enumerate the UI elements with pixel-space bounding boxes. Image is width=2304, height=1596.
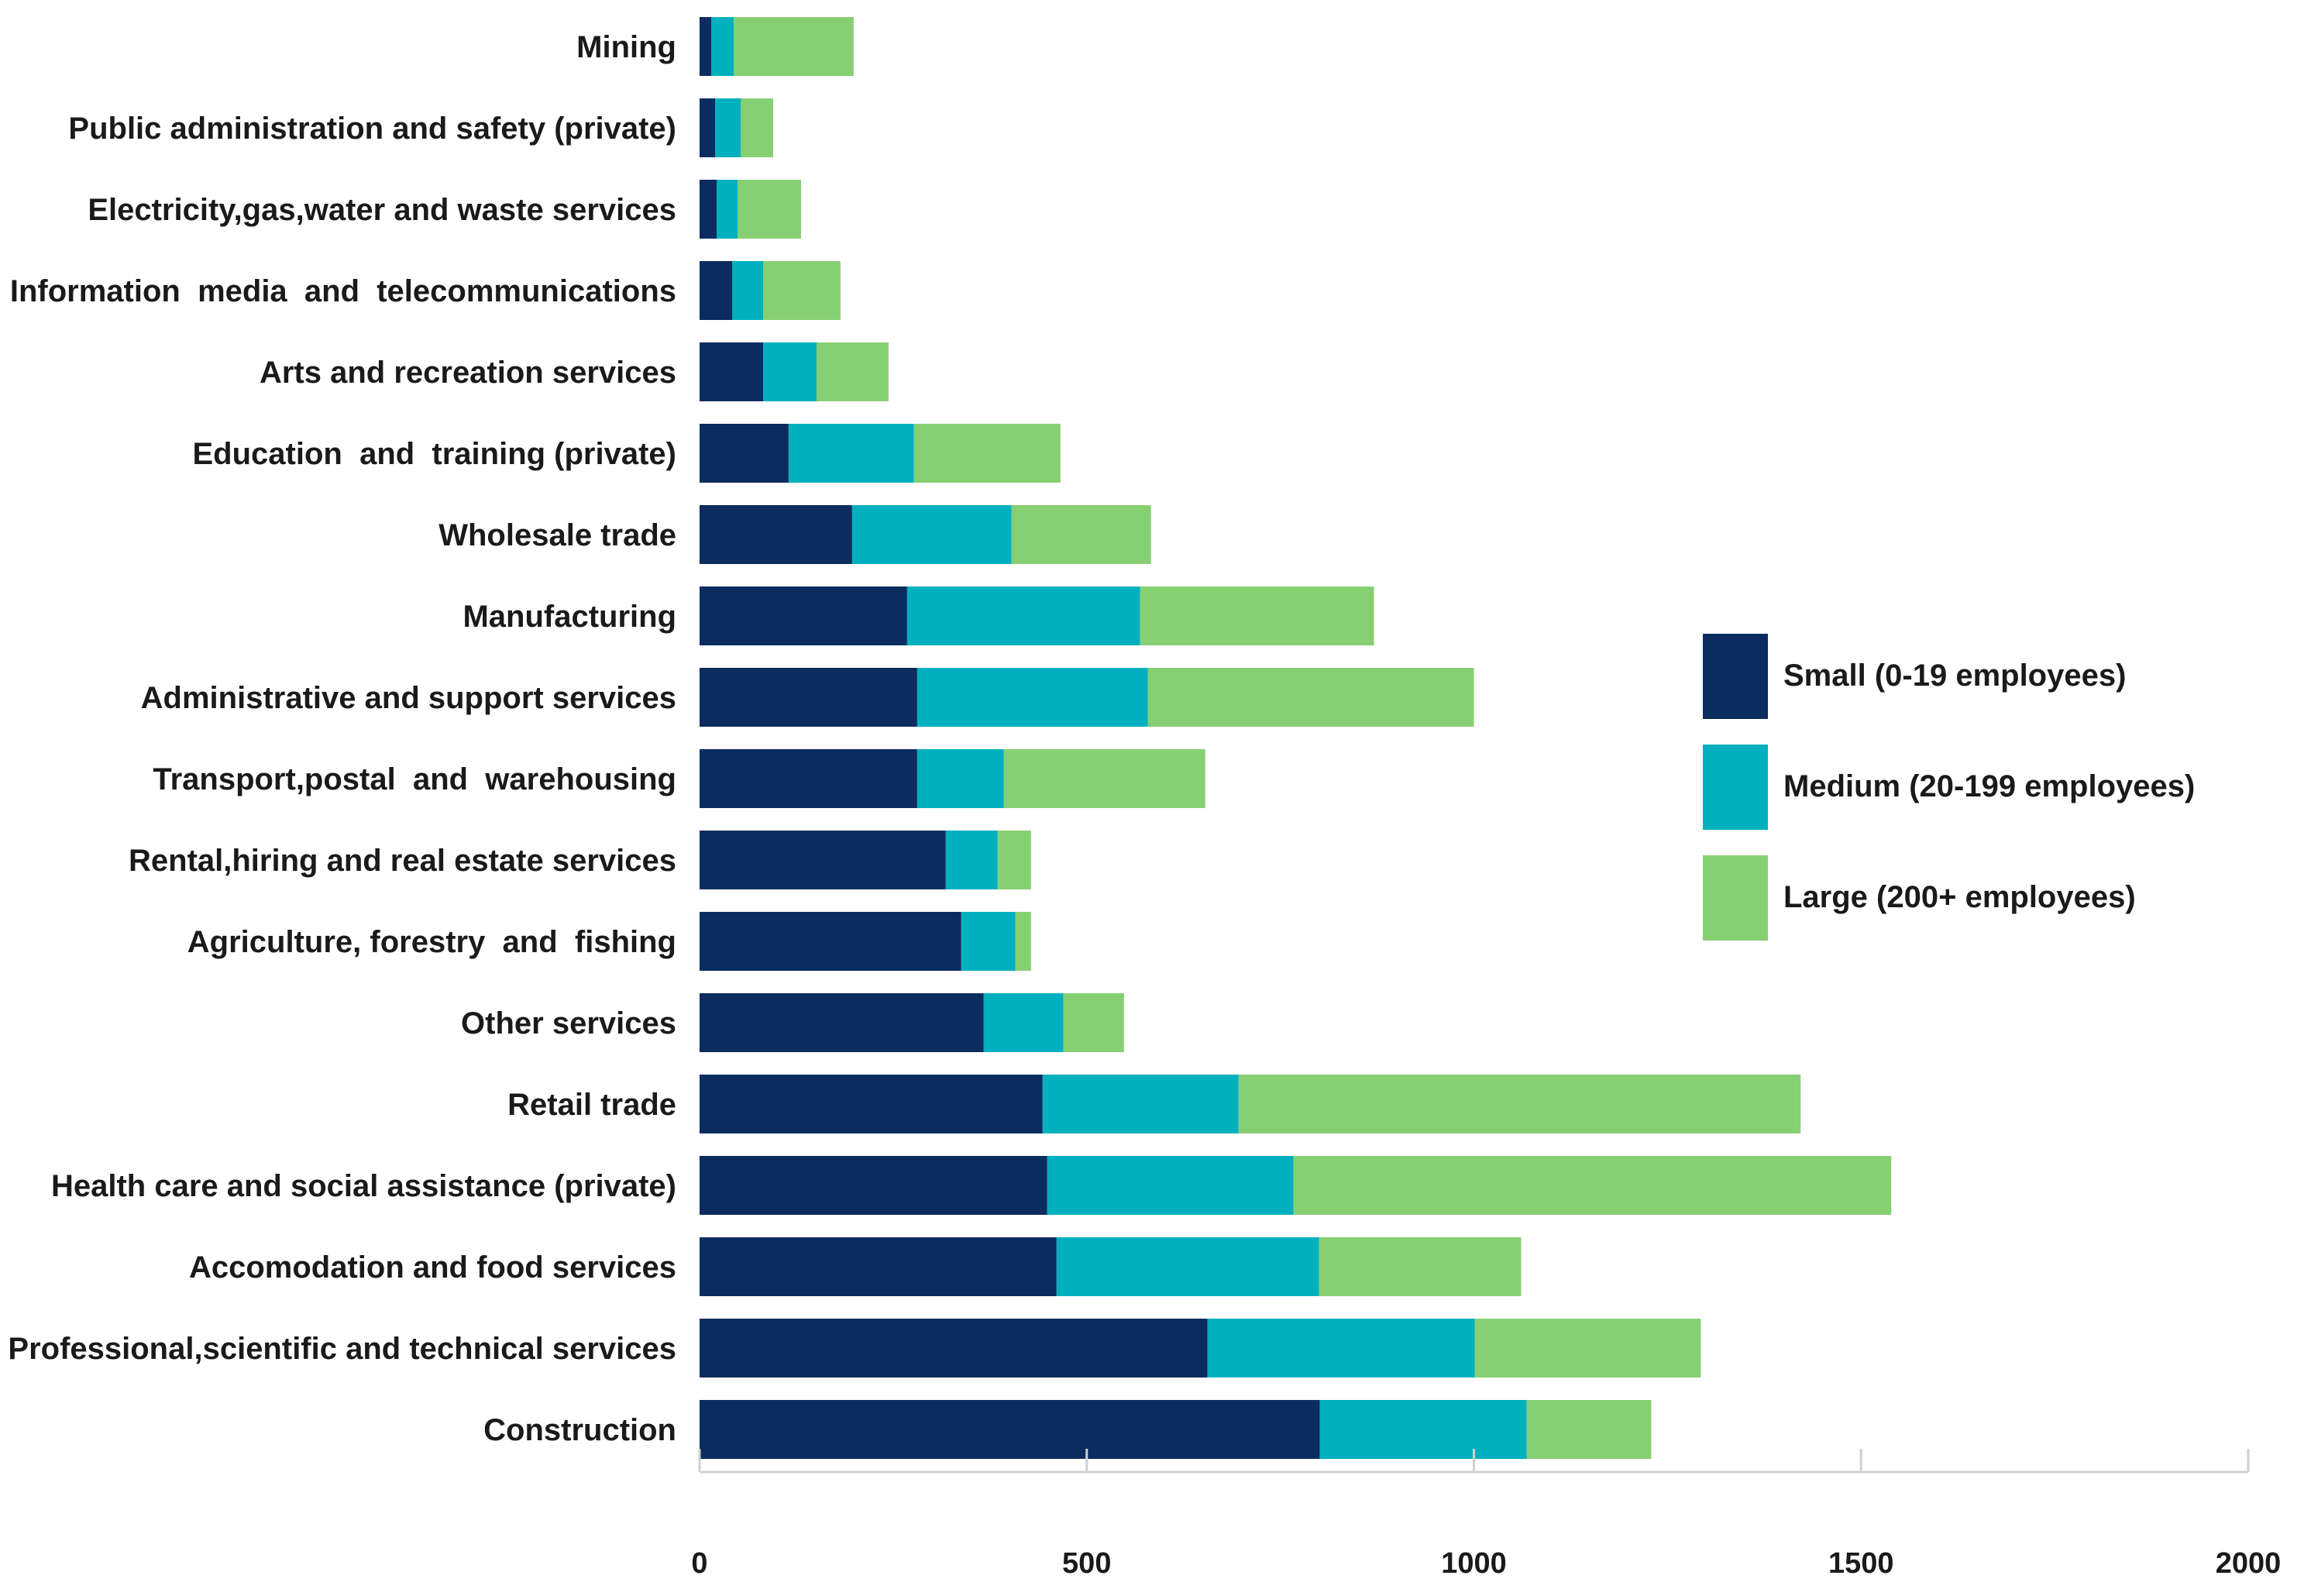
bar-health-care-and-social-assistance-private-large — [1293, 1156, 1892, 1215]
bar-wholesale-trade-medium — [851, 505, 1012, 564]
bar-transport-postal-and-warehousing-medium — [916, 749, 1004, 808]
bar-electricity-gas-water-and-waste-services-small — [700, 180, 717, 239]
category-label: Professional,scientific and technical se… — [8, 1332, 676, 1366]
bar-administrative-and-support-services-large — [1147, 668, 1474, 727]
category-label: Other services — [461, 1006, 676, 1040]
bar-agriculture-forestry-and-fishing-large — [1015, 912, 1031, 971]
bar-education-and-training-private-large — [913, 424, 1061, 483]
bar-professional-scientific-and-technical-services-small — [700, 1319, 1208, 1378]
x-tick-label: 2000 — [2216, 1547, 2282, 1580]
bar-arts-and-recreation-services-small — [700, 342, 763, 401]
bar-wholesale-trade-large — [1011, 505, 1151, 564]
bar-manufacturing-large — [1140, 586, 1374, 645]
legend-label-medium: Medium (20-199 employees) — [1783, 769, 2195, 803]
category-label: Education and training (private) — [193, 437, 677, 471]
bar-accomodation-and-food-services-medium — [1056, 1237, 1319, 1296]
bar-education-and-training-private-small — [700, 424, 789, 483]
bar-administrative-and-support-services-medium — [916, 668, 1148, 727]
bar-mining-small — [700, 17, 711, 76]
category-labels: Mining Public administration and safety (… — [8, 30, 676, 1447]
legend-swatch-large — [1703, 855, 1768, 941]
bar-mining-large — [734, 17, 854, 76]
bar-public-administration-and-safety-private-medium — [715, 98, 741, 157]
category-label: Health care and social assistance (priva… — [51, 1169, 676, 1203]
bar-rental-hiring-and-real-estate-services-small — [700, 831, 946, 889]
bar-wholesale-trade-small — [700, 505, 852, 564]
bar-information-media-and-telecommunications-large — [763, 261, 841, 320]
bar-other-services-small — [700, 993, 984, 1052]
bar-public-administration-and-safety-private-small — [700, 98, 715, 157]
bar-accomodation-and-food-services-large — [1319, 1237, 1522, 1296]
bars-group — [700, 17, 1892, 1459]
bar-construction-small — [700, 1400, 1320, 1459]
category-label: Rental,hiring and real estate services — [129, 844, 676, 878]
bar-transport-postal-and-warehousing-large — [1003, 749, 1205, 808]
bar-other-services-medium — [983, 993, 1064, 1052]
x-axis: 0 500 1000 1500 2000 — [691, 1449, 2281, 1580]
bar-electricity-gas-water-and-waste-services-medium — [717, 180, 738, 239]
category-label: Retail trade — [507, 1088, 676, 1122]
bar-construction-medium — [1319, 1400, 1527, 1459]
legend-label-small: Small (0-19 employees) — [1783, 659, 2126, 693]
bar-transport-postal-and-warehousing-small — [700, 749, 917, 808]
bar-health-care-and-social-assistance-private-small — [700, 1156, 1047, 1215]
category-label: Agriculture, forestry and fishing — [187, 925, 676, 959]
category-label: Wholesale trade — [438, 518, 676, 552]
x-tick-label: 500 — [1062, 1547, 1111, 1580]
bar-education-and-training-private-medium — [788, 424, 914, 483]
legend: Small (0-19 employees) Medium (20-199 emp… — [1703, 634, 2195, 941]
x-tick-label: 1000 — [1441, 1547, 1507, 1580]
bar-retail-trade-medium — [1042, 1075, 1239, 1133]
legend-label-large: Large (200+ employees) — [1783, 880, 2136, 914]
category-label: Manufacturing — [463, 600, 676, 634]
bar-professional-scientific-and-technical-services-medium — [1207, 1319, 1475, 1378]
bar-health-care-and-social-assistance-private-medium — [1047, 1156, 1294, 1215]
bar-manufacturing-medium — [906, 586, 1140, 645]
bar-arts-and-recreation-services-medium — [763, 342, 817, 401]
bar-rental-hiring-and-real-estate-services-large — [997, 831, 1031, 889]
category-label: Mining — [576, 30, 676, 64]
category-label: Information media and telecommunications — [10, 274, 676, 308]
category-label: Arts and recreation services — [260, 356, 676, 390]
bar-information-media-and-telecommunications-medium — [732, 261, 763, 320]
bar-retail-trade-small — [700, 1075, 1043, 1133]
bar-public-administration-and-safety-private-large — [741, 98, 773, 157]
bar-construction-large — [1526, 1400, 1652, 1459]
bar-arts-and-recreation-services-large — [816, 342, 889, 401]
bar-retail-trade-large — [1238, 1075, 1801, 1133]
bar-mining-medium — [711, 17, 734, 76]
category-label: Transport,postal and warehousing — [153, 762, 676, 796]
bar-administrative-and-support-services-small — [700, 668, 917, 727]
category-label: Public administration and safety (privat… — [68, 112, 676, 146]
x-tick-label: 1500 — [1828, 1547, 1894, 1580]
category-label: Construction — [483, 1413, 676, 1447]
bar-information-media-and-telecommunications-small — [700, 261, 732, 320]
category-label: Electricity,gas,water and waste services — [88, 193, 676, 227]
legend-swatch-medium — [1703, 745, 1768, 830]
bar-rental-hiring-and-real-estate-services-medium — [945, 831, 998, 889]
x-tick-label: 0 — [691, 1547, 707, 1580]
category-label: Administrative and support services — [141, 681, 676, 715]
legend-swatch-small — [1703, 634, 1768, 719]
bar-accomodation-and-food-services-small — [700, 1237, 1057, 1296]
bar-agriculture-forestry-and-fishing-medium — [961, 912, 1016, 971]
bar-electricity-gas-water-and-waste-services-large — [738, 180, 801, 239]
category-label: Accomodation and food services — [189, 1250, 676, 1285]
bar-professional-scientific-and-technical-services-large — [1474, 1319, 1701, 1378]
bar-other-services-large — [1063, 993, 1124, 1052]
bar-manufacturing-small — [700, 586, 907, 645]
bar-agriculture-forestry-and-fishing-small — [700, 912, 961, 971]
